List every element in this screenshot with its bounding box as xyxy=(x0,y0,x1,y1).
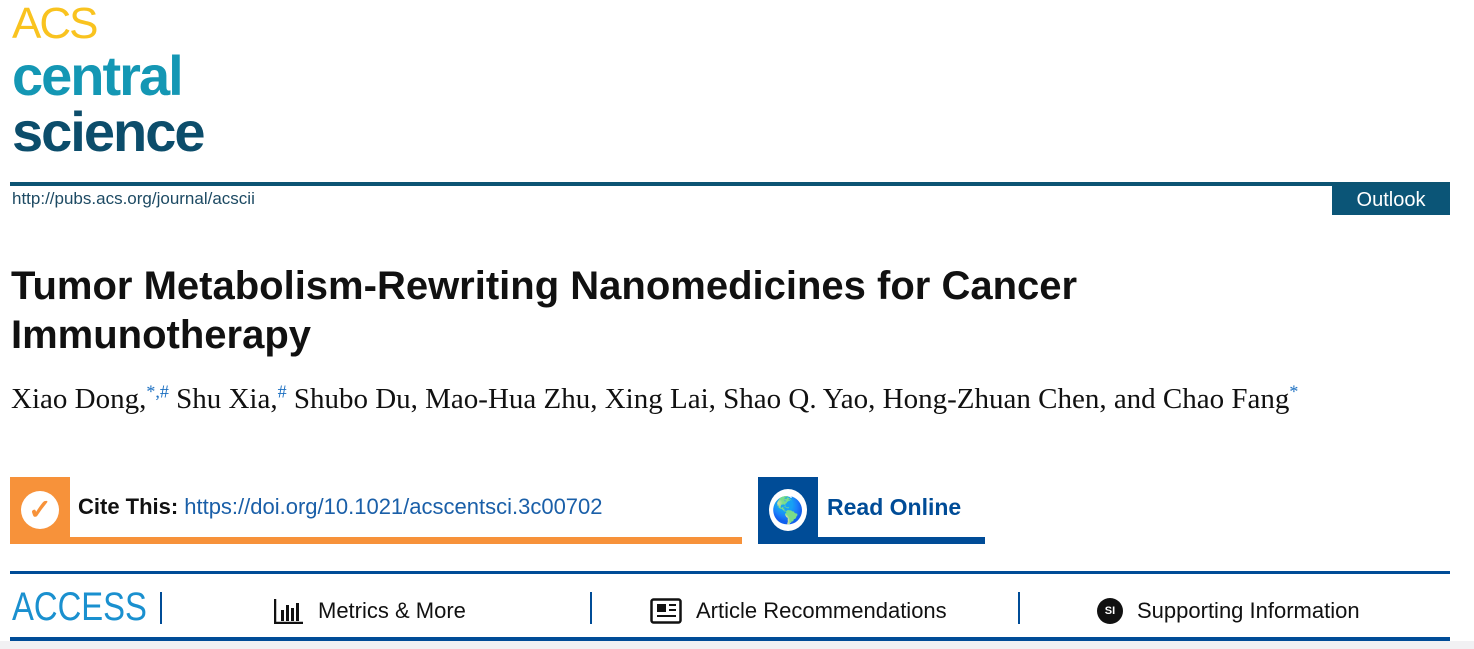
divider xyxy=(590,592,592,624)
author[interactable]: Shubo Du, Mao-Hua Zhu, Xing Lai, Shao Q.… xyxy=(286,383,1290,415)
bar-chart-icon xyxy=(274,599,303,624)
article-title: Tumor Metabolism-Rewriting Nanomedicines… xyxy=(11,264,1078,357)
page-background-strip xyxy=(0,641,1474,649)
tab-label: Article Recommendations xyxy=(696,598,947,623)
logo-line-science: science xyxy=(12,100,205,163)
globe-icon: 🌎 xyxy=(769,489,807,531)
doi-link[interactable]: https://doi.org/10.1021/acscentsci.3c007… xyxy=(184,494,603,519)
cite-label: Cite This: xyxy=(78,494,179,519)
newspaper-icon xyxy=(650,598,682,624)
author-list: Xiao Dong,*,# Shu Xia,# Shubo Du, Mao-Hu… xyxy=(11,380,1391,418)
author[interactable]: Xiao Dong, xyxy=(11,383,147,415)
si-icon: SI xyxy=(1097,598,1123,624)
logo-line-acs: ACS xyxy=(12,0,98,48)
tab-label: Metrics & More xyxy=(318,598,466,623)
journal-url-link[interactable]: http://pubs.acs.org/journal/acscii xyxy=(12,189,255,208)
logo-line-central: central xyxy=(12,44,184,107)
divider xyxy=(160,592,162,624)
author-mark: * xyxy=(1289,381,1299,402)
tab-label: Supporting Information xyxy=(1137,598,1360,623)
tab-supporting-information[interactable]: SI Supporting Information xyxy=(1097,598,1360,624)
checkmark-icon: ✓ xyxy=(21,491,59,529)
access-bar-bottom-divider xyxy=(10,637,1450,641)
read-online-button[interactable]: 🌎 Read Online xyxy=(758,477,985,544)
author-mark: *,# xyxy=(146,381,169,402)
divider xyxy=(1018,592,1020,624)
author[interactable]: Shu Xia, xyxy=(168,383,278,415)
access-label: ACCESS xyxy=(12,585,147,629)
tab-article-recommendations[interactable]: Article Recommendations xyxy=(650,598,947,624)
tab-metrics[interactable]: Metrics & More xyxy=(274,598,466,624)
author-mark: # xyxy=(277,381,287,402)
article-type-badge: Outlook xyxy=(1332,185,1450,215)
access-bar-top-divider xyxy=(10,571,1450,574)
header-divider xyxy=(10,182,1450,186)
cite-this-box: ✓ Cite This: https://doi.org/10.1021/acs… xyxy=(10,477,742,544)
journal-logo: ACS central science xyxy=(12,0,205,163)
read-online-label: Read Online xyxy=(827,493,962,520)
